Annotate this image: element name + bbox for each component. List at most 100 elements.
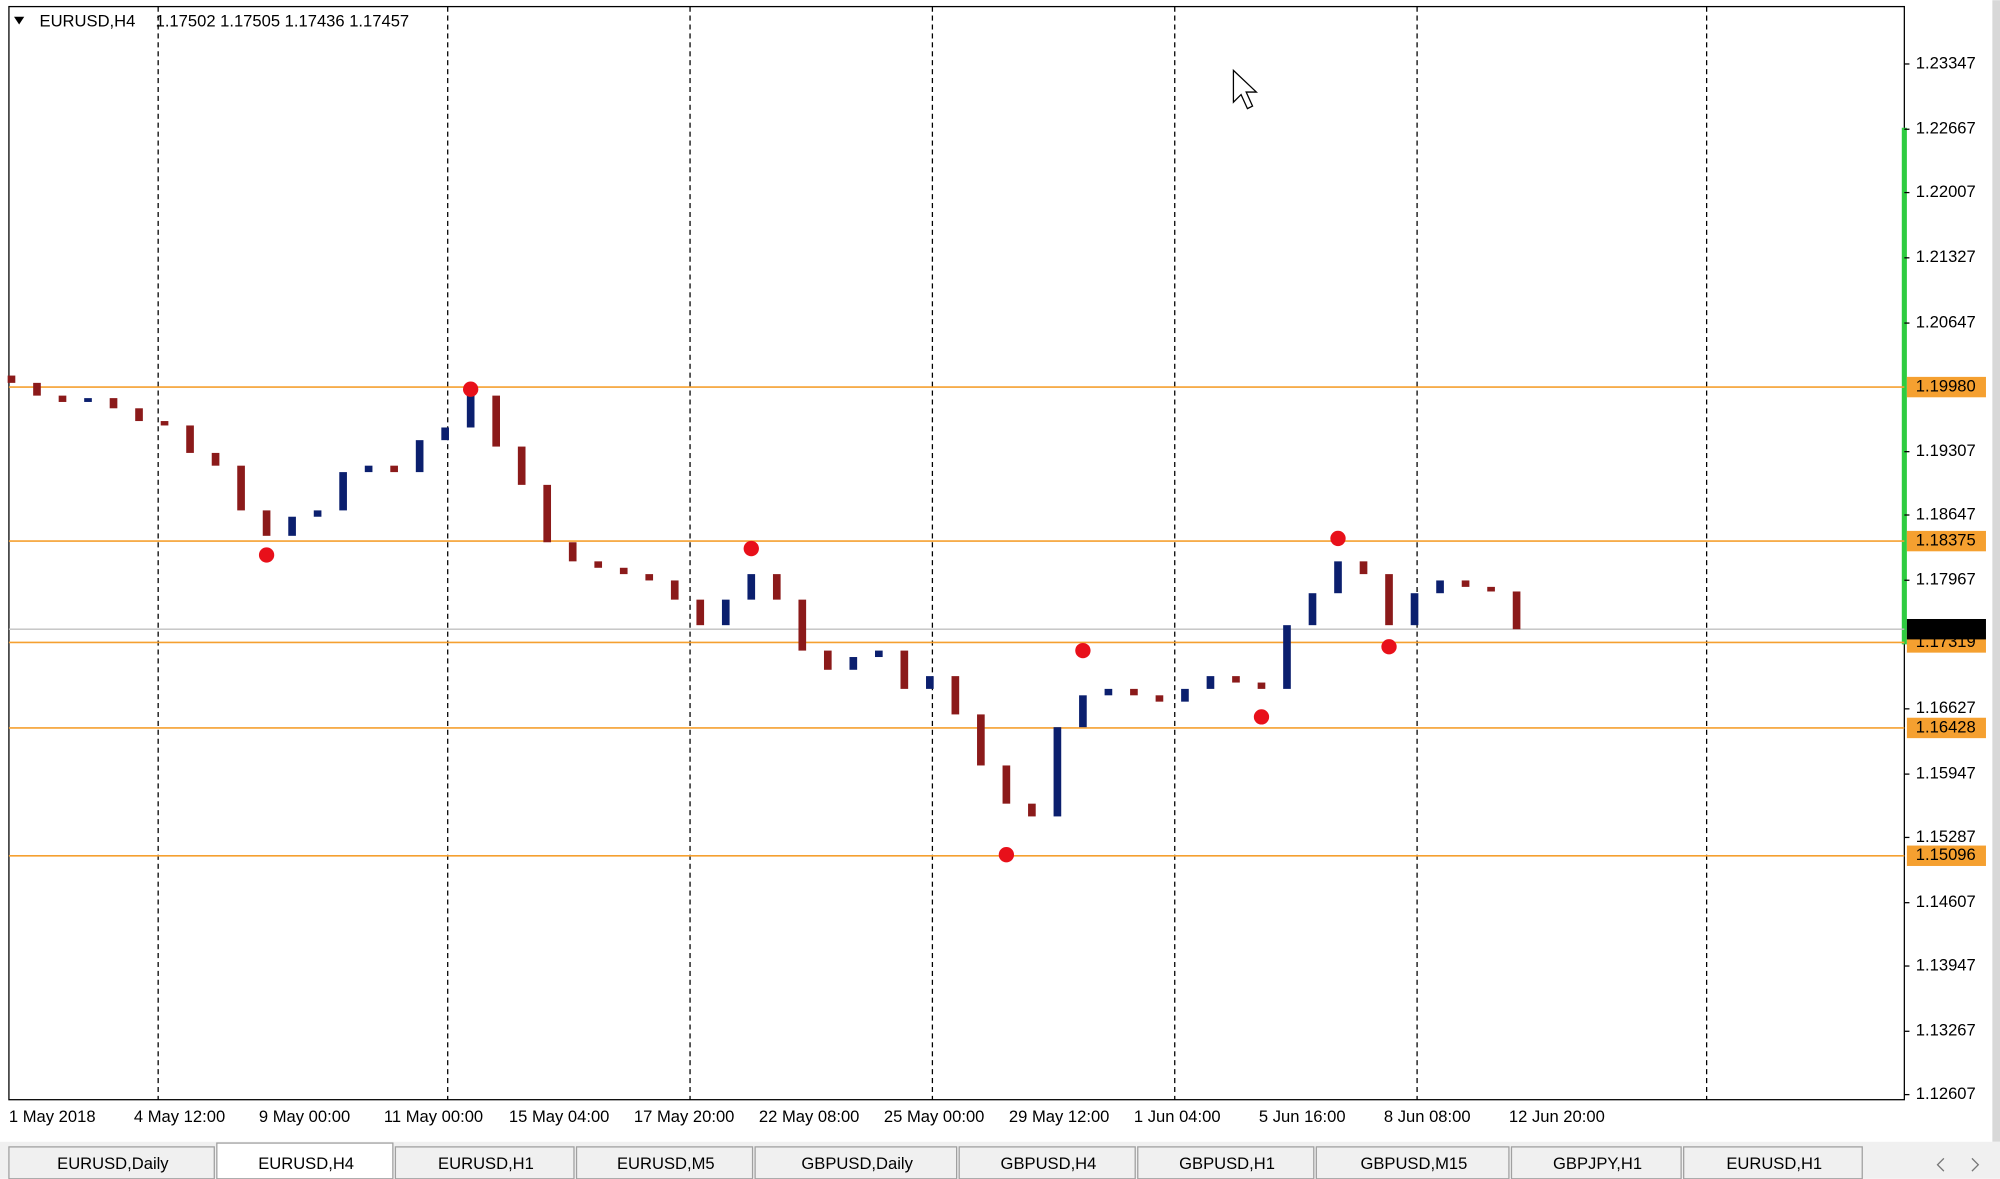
candle-body — [160, 421, 169, 426]
tab-label[interactable]: EURUSD,M5 — [617, 1154, 715, 1173]
y-tick-label: 1.23347 — [1916, 53, 1976, 72]
candle-body — [1002, 765, 1011, 804]
candle-body — [1436, 580, 1444, 594]
candle-body — [33, 382, 41, 396]
candle-body — [772, 574, 781, 600]
candle-body — [1334, 561, 1342, 594]
candle-body — [1155, 695, 1164, 702]
candle-body — [1308, 593, 1317, 626]
level-label: 1.15096 — [1916, 845, 1976, 864]
x-tick-label: 22 May 08:00 — [759, 1107, 859, 1126]
x-tick-label: 8 Jun 08:00 — [1384, 1107, 1471, 1126]
candle-body — [1232, 676, 1240, 683]
tab[interactable] — [1510, 1146, 1682, 1179]
ohlc-readout: 1.17502 1.17505 1.17436 1.17457 — [156, 11, 410, 30]
x-tick-label: 4 May 12:00 — [134, 1107, 225, 1126]
candle-body — [1512, 591, 1521, 630]
level-label: 1.19980 — [1916, 376, 1976, 395]
candle-body — [670, 580, 679, 600]
menu-arrow[interactable] — [14, 16, 25, 25]
tab[interactable] — [216, 1142, 394, 1179]
candle-body — [875, 650, 883, 658]
tab-label[interactable]: EURUSD,Daily — [57, 1154, 169, 1173]
x-tick-label: 1 Jun 04:00 — [1134, 1107, 1221, 1126]
candle-body — [1410, 593, 1419, 626]
candle-body — [977, 714, 985, 766]
candle-body — [568, 542, 577, 562]
candle-body — [237, 465, 245, 511]
tab[interactable] — [394, 1146, 575, 1179]
level-label-box — [1906, 717, 1986, 739]
candle-body — [288, 516, 296, 536]
candle-body — [1130, 688, 1138, 696]
swing-point — [1253, 709, 1270, 725]
candle-body — [109, 398, 118, 409]
tab-label[interactable]: EURUSD,H4 — [258, 1154, 354, 1173]
candle-body — [313, 510, 322, 517]
tab-label[interactable]: EURUSD,H1 — [1726, 1154, 1822, 1173]
candle-body — [594, 561, 603, 568]
current-price-label: 1.17457 — [1916, 619, 1976, 638]
swing-point — [1330, 530, 1346, 547]
candle-body — [645, 574, 654, 581]
tab[interactable] — [575, 1146, 754, 1179]
candle-body — [1257, 682, 1266, 689]
candle-body — [466, 395, 475, 428]
x-tick-label: 9 May 00:00 — [259, 1107, 350, 1126]
candle-body — [1053, 727, 1062, 817]
x-tick-label: 12 Jun 20:00 — [1509, 1107, 1605, 1126]
y-tick-label: 1.22007 — [1916, 182, 1976, 201]
x-tick-label: 5 Jun 16:00 — [1259, 1107, 1346, 1126]
x-tick-label: 15 May 04:00 — [509, 1107, 609, 1126]
x-tick-label: 11 May 00:00 — [384, 1107, 483, 1126]
candle-body — [1461, 580, 1470, 587]
y-tick-label: 1.21327 — [1916, 247, 1976, 266]
tab[interactable] — [1683, 1146, 1863, 1179]
tab-label[interactable]: GBPUSD,M15 — [1360, 1154, 1467, 1173]
candle-body — [364, 465, 373, 473]
candle-body — [339, 472, 347, 511]
tab-label[interactable]: GBPUSD,H4 — [1001, 1154, 1097, 1173]
tab-label[interactable]: EURUSD,H1 — [438, 1154, 534, 1173]
candle-body — [186, 425, 194, 453]
tab-label[interactable]: GBPUSD,H1 — [1179, 1154, 1275, 1173]
candle-body — [1359, 561, 1368, 575]
candle-body — [823, 650, 832, 670]
candle-body — [1487, 586, 1495, 592]
candle-body — [84, 398, 92, 402]
level-label-box — [1906, 530, 1986, 552]
candle-body — [543, 484, 552, 543]
level-label: 1.16428 — [1916, 717, 1976, 736]
x-tick-label: 25 May 00:00 — [884, 1107, 984, 1126]
candle-body — [619, 567, 628, 575]
current-price-box — [1906, 618, 1986, 640]
candle-body — [849, 657, 858, 670]
scroll-edge — [1992, 0, 2000, 1142]
tab[interactable] — [8, 1146, 215, 1179]
y-tick-label: 1.12607 — [1916, 1084, 1976, 1103]
swing-point — [743, 540, 759, 557]
swing-point — [258, 547, 275, 563]
tab-label[interactable]: GBPJPY,H1 — [1553, 1154, 1642, 1173]
swing-point — [463, 381, 479, 397]
x-tick-label: 17 May 20:00 — [634, 1107, 734, 1126]
y-tick-label: 1.22667 — [1916, 119, 1976, 138]
tab-label[interactable]: GBPUSD,Daily — [801, 1154, 913, 1173]
tab-scroll-right[interactable] — [1971, 1157, 1980, 1172]
candle-body — [517, 446, 526, 485]
y-tick-label: 1.13947 — [1916, 955, 1976, 974]
candle-body — [58, 395, 67, 402]
tab[interactable] — [1315, 1146, 1510, 1179]
y-tick-label: 1.14607 — [1916, 892, 1976, 911]
tab-scroll-left[interactable] — [1936, 1157, 1945, 1172]
candle-body — [798, 599, 807, 651]
x-tick-label: 1 May 2018 — [9, 1107, 96, 1126]
swing-point — [998, 847, 1015, 863]
y-tick-label: 1.15947 — [1916, 763, 1976, 782]
candle-body — [492, 395, 500, 447]
candle-body — [1181, 688, 1189, 702]
candle-body — [1104, 688, 1113, 696]
